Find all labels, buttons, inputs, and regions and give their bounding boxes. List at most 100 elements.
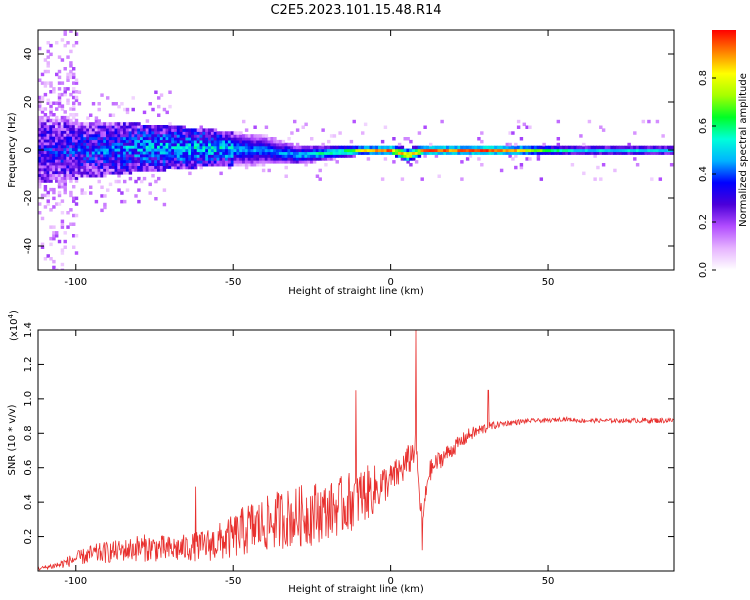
heatmap-cell (86, 162, 90, 166)
heatmap-cell (72, 196, 76, 201)
heatmap-cell (409, 154, 413, 158)
heatmap-cell (480, 131, 484, 135)
heatmap-cell (176, 160, 181, 164)
heatmap-cell (519, 148, 524, 153)
heatmap-cell (40, 170, 45, 175)
heatmap-cell (341, 154, 345, 158)
heatmap-cell (103, 202, 107, 207)
heatmap-cell (219, 171, 223, 176)
heatmap-cell (157, 168, 161, 172)
heatmap-cell (267, 137, 271, 141)
heatmap-cell (429, 148, 433, 153)
heatmap-cell (468, 151, 473, 155)
heatmap-cell (123, 179, 127, 184)
heatmap-cell (125, 153, 130, 158)
heatmap-cell (125, 148, 130, 152)
heatmap-cell (176, 134, 181, 138)
heatmap-cell (43, 127, 48, 131)
heatmap-cell (536, 157, 541, 161)
heatmap-cell (196, 139, 201, 144)
heatmap-cell (80, 133, 84, 138)
heatmap-cell (60, 170, 65, 175)
heatmap-cell (77, 127, 82, 132)
heatmap-cell (89, 130, 93, 135)
heatmap-cell (128, 156, 133, 161)
heatmap-cell (556, 142, 561, 147)
heatmap-cell (46, 136, 50, 140)
heatmap-cell (43, 159, 48, 163)
heatmap-cell (225, 160, 229, 164)
heatmap-cell (89, 148, 93, 152)
heatmap-cell (324, 154, 328, 158)
heatmap-cell (154, 133, 158, 138)
heatmap-cell (80, 130, 84, 135)
heatmap-cell (46, 81, 50, 85)
heatmap-cell (38, 107, 42, 111)
heatmap-cell (451, 148, 456, 153)
heatmap-cell (94, 199, 99, 204)
heatmap-cell (171, 157, 175, 161)
heatmap-cell (301, 160, 305, 164)
heatmap-cell (511, 157, 515, 161)
heatmap-x-axis-label: Height of straight line (km) (288, 286, 424, 297)
heatmap-cell (66, 87, 70, 91)
heatmap-cell (273, 160, 277, 164)
heatmap-cell (89, 139, 93, 143)
heatmap-cell (253, 137, 257, 141)
heatmap-cell (219, 154, 223, 158)
heatmap-cell (74, 141, 79, 146)
heatmap-cell (123, 139, 127, 143)
heatmap-cell (590, 145, 595, 150)
heatmap-cell (426, 151, 430, 155)
heatmap-cell (531, 151, 535, 155)
heatmap-cell (43, 187, 48, 192)
heatmap-cell (193, 131, 198, 135)
heatmap-cell (647, 151, 651, 155)
heatmap-cell (74, 136, 79, 140)
heatmap-cell (131, 125, 135, 129)
heatmap-cell (66, 55, 70, 59)
heatmap-cell (60, 81, 65, 85)
heatmap-cell (134, 151, 138, 155)
heatmap-cell (222, 151, 226, 155)
heatmap-cell (80, 174, 84, 178)
heatmap-cell (219, 145, 223, 150)
heatmap-cell (137, 156, 141, 161)
heatmap-cell (80, 171, 84, 175)
heatmap-cell (225, 154, 229, 158)
heatmap-cell (176, 139, 181, 144)
heatmap-cell (383, 125, 388, 129)
heatmap-cell (233, 157, 237, 161)
heatmap-cell (480, 145, 484, 150)
heatmap-cell (202, 137, 206, 141)
heatmap-cell (202, 157, 206, 161)
heatmap-cell (310, 145, 314, 150)
heatmap-cell (148, 102, 152, 106)
heatmap-cell (108, 156, 113, 161)
heatmap-cell (74, 78, 79, 82)
heatmap-cell (97, 148, 101, 152)
heatmap-cell (100, 127, 104, 132)
heatmap-cell (191, 139, 195, 144)
heatmap-cell (338, 148, 342, 153)
heatmap-cell (97, 139, 101, 143)
heatmap-cell (233, 134, 237, 138)
heatmap-cell (89, 159, 93, 164)
heatmap-cell (55, 153, 59, 157)
heatmap-cell (120, 133, 124, 138)
heatmap-cell (38, 153, 42, 157)
heatmap-cell (63, 136, 67, 140)
heatmap-cell (539, 151, 544, 155)
heatmap-cell (222, 148, 226, 153)
heatmap-cell (284, 154, 288, 158)
heatmap-cell (369, 151, 373, 155)
heatmap-cell (185, 145, 189, 150)
heatmap-cell (414, 145, 419, 150)
heatmap-cell (57, 202, 62, 206)
heatmap-cell (485, 151, 490, 155)
heatmap-cell (151, 174, 155, 178)
heatmap-cell (182, 145, 186, 150)
heatmap-cell (97, 145, 101, 149)
heatmap-cell (69, 107, 73, 111)
heatmap-cell (111, 159, 116, 164)
